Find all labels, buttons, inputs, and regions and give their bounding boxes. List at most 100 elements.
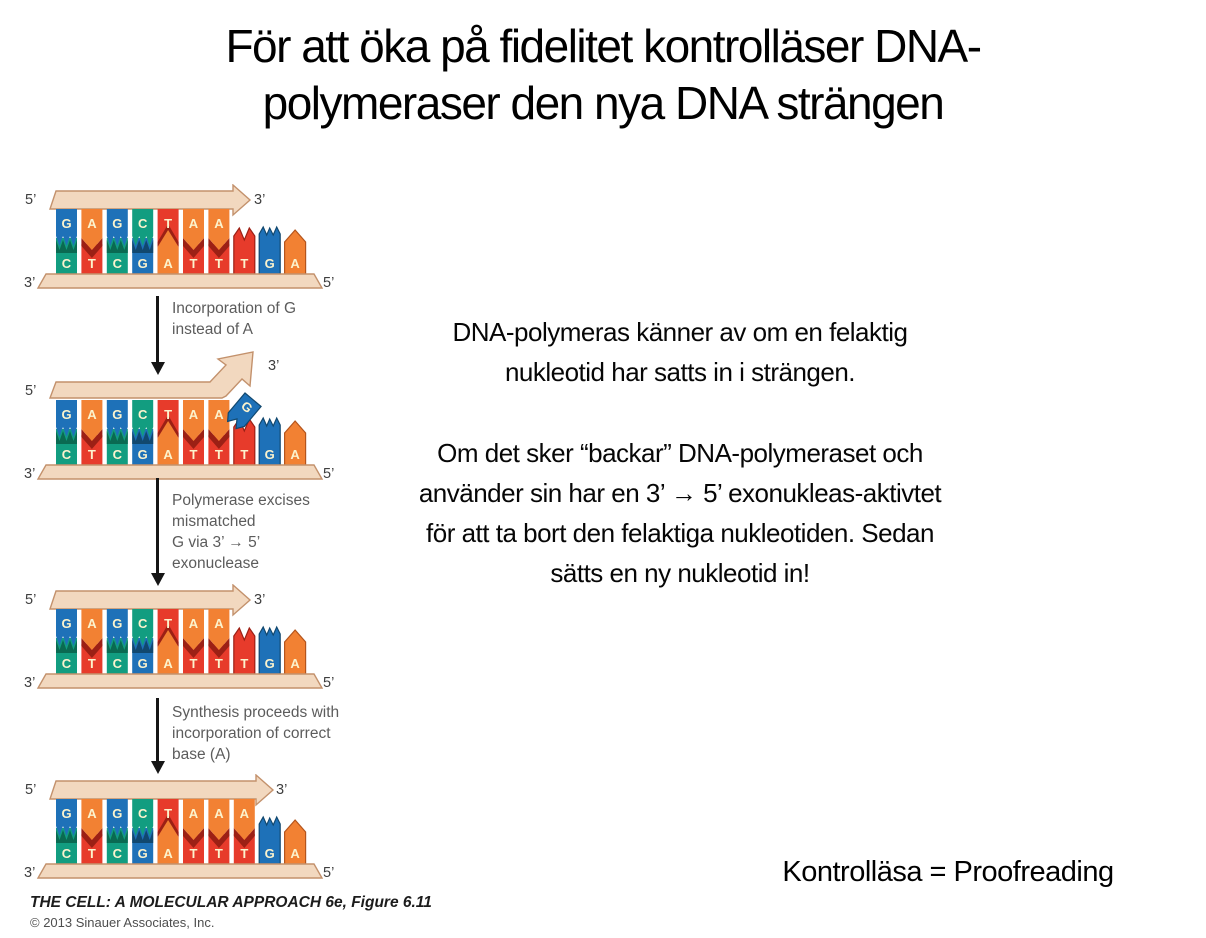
step-2-label-line: mismatched: [172, 513, 256, 530]
base-letter: A: [87, 616, 97, 631]
paragraph-2-line: för att ta bort den felaktiga nukleotide…: [426, 518, 934, 548]
paragraph-1-line: nukleotid har satts in i strängen.: [504, 357, 856, 387]
base-pair-column: GC: [106, 209, 128, 281]
base-letter: A: [163, 846, 173, 861]
figure-credit: THE CELL: A MOLECULAR APPROACH 6e, Figur…: [30, 894, 432, 911]
base-letter: G: [61, 216, 71, 231]
base-letter: A: [290, 447, 300, 462]
base-pair-column: AT: [81, 400, 103, 472]
base-pair-column: G: [258, 225, 281, 282]
down-arrow-head: [151, 573, 165, 586]
base-letter: T: [215, 447, 223, 462]
paragraph-1-line: DNA-polymeras känner av om en felaktig: [452, 317, 908, 347]
base-letter: G: [265, 846, 275, 861]
base-letter: C: [138, 806, 148, 821]
base-letter: C: [113, 256, 123, 271]
base-letter: A: [214, 616, 224, 631]
down-arrow-line: [156, 698, 159, 761]
base-letter: A: [189, 216, 199, 231]
base-pair-column: GC: [106, 799, 128, 871]
paragraph-2-line: använder sin har en 3’ → 5’ exonukleas-a…: [418, 478, 942, 508]
step-2-label-line: G via 3’ → 5’: [172, 534, 261, 551]
dna-panel-1: G C A T G C C G T A A T A T T G A 5’ 3’ 3’ 5’: [20, 183, 350, 301]
base-letter: C: [113, 656, 123, 671]
base-letter: T: [240, 656, 248, 671]
base-letter: T: [88, 656, 96, 671]
base-pair-column: CG: [132, 609, 154, 681]
base-letter: G: [138, 846, 148, 861]
base-letter: T: [190, 656, 198, 671]
strand-end-label-3prime-bottom: 3’: [24, 675, 35, 691]
base-pair-column: GC: [106, 400, 128, 472]
strand-end-label-5prime-top: 5’: [25, 782, 36, 798]
base-pair-column: CG: [132, 799, 154, 871]
template-strand-backbone: [36, 464, 324, 480]
base-letter: T: [240, 447, 248, 462]
base-letter: A: [240, 806, 250, 821]
paragraph-2-line: sätts en ny nukleotid in!: [550, 558, 810, 588]
base-letter: G: [138, 656, 148, 671]
base-pair-column: AT: [81, 209, 103, 281]
base-letter: G: [265, 447, 275, 462]
base-letter: C: [138, 407, 148, 422]
step-3-label-line: base (A): [172, 746, 231, 763]
base-pair-column: G: [258, 416, 281, 473]
base-letter: T: [240, 256, 248, 271]
paragraph-2-line: Om det sker “backar” DNA-polymeraset och: [437, 438, 923, 468]
base-pair-column: AT: [81, 609, 103, 681]
base-letter: A: [87, 806, 97, 821]
base-letter: T: [215, 656, 223, 671]
base-letter: A: [163, 447, 173, 462]
base-letter: C: [62, 656, 72, 671]
base-letter: G: [61, 407, 71, 422]
base-pair-column: TA: [157, 609, 179, 681]
base-pair-column: TA: [157, 400, 179, 472]
base-letter: G: [112, 806, 122, 821]
base-letter: C: [113, 447, 123, 462]
base-pair-column: G: [258, 625, 281, 682]
down-arrow-head: [151, 761, 165, 774]
new-strand-backbone-arrow: [49, 183, 252, 217]
step-3-label-line: Synthesis proceeds with: [172, 704, 340, 721]
strand-end-label-5prime-top: 5’: [25, 592, 36, 608]
base-pair-column: GC: [56, 609, 77, 681]
strand-end-label-3prime-bottom: 3’: [24, 466, 35, 482]
base-pair-column: AT: [183, 400, 204, 472]
base-pair-column: AT: [233, 799, 255, 871]
paragraph-1: DNA-polymeras känner av om en felaktig nu…: [380, 312, 980, 392]
base-letter: A: [189, 407, 199, 422]
base-letter: C: [62, 447, 72, 462]
strand-end-label-3prime-bottom: 3’: [24, 865, 35, 881]
strand-end-label-3prime-top: 3’: [268, 358, 279, 374]
base-pair-column: AT: [208, 400, 230, 472]
base-pair-column: AT: [183, 209, 204, 281]
step-1-label-line: Incorporation of G: [172, 300, 297, 317]
base-letter: T: [164, 216, 172, 231]
paragraph-2: Om det sker “backar” DNA-polymeraset och…: [380, 433, 980, 593]
template-strand-backbone: [36, 863, 324, 879]
slide-title: För att öka på fidelitet kontrolläser DN…: [58, 18, 1148, 132]
strand-end-label-5prime-bottom: 5’: [323, 466, 334, 482]
step-2-label: Polymerase excises mismatched G via 3’ → 5…: [172, 490, 362, 574]
base-pair-column: G: [258, 815, 281, 872]
base-letter: A: [214, 216, 224, 231]
down-arrow-line: [156, 296, 159, 362]
base-letter: G: [265, 656, 275, 671]
base-pair-column: T: [233, 226, 256, 282]
base-letter: G: [112, 407, 122, 422]
base-letter: A: [290, 846, 300, 861]
strand-end-label-5prime-top: 5’: [25, 383, 36, 399]
base-letter: A: [163, 656, 173, 671]
base-letter: G: [138, 447, 148, 462]
slide-title-line: polymeraser den nya DNA strängen: [262, 77, 945, 129]
base-pair-column: TA: [157, 799, 179, 871]
down-arrow-head: [151, 362, 165, 375]
step-3-label-line: incorporation of correct: [172, 725, 331, 742]
base-letter: C: [138, 216, 148, 231]
base-letter: A: [189, 616, 199, 631]
template-strand-backbone: [36, 273, 324, 289]
base-letter: A: [87, 216, 97, 231]
